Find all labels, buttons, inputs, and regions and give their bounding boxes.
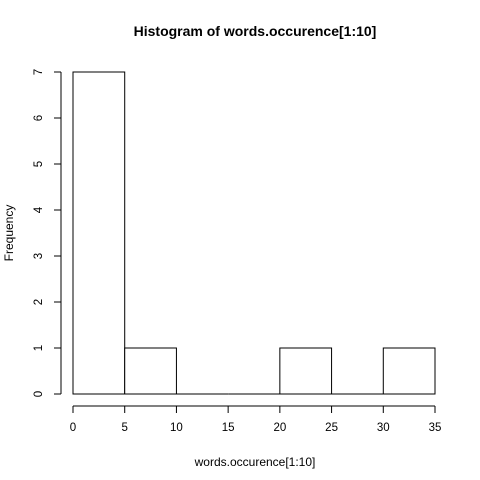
x-tick-label: 15	[222, 422, 235, 434]
histogram-bar	[72, 71, 126, 395]
y-tick-label: 2	[33, 299, 45, 305]
x-tick-label: 0	[70, 422, 76, 434]
y-tick-label: 1	[33, 345, 45, 351]
x-tick-label: 30	[377, 422, 390, 434]
y-axis-label: Frequency	[2, 205, 16, 262]
bars-group	[72, 71, 436, 395]
chart-title: Histogram of words.occurence[1:10]	[134, 23, 377, 39]
histogram-bar	[382, 347, 436, 395]
y-tick-label: 0	[33, 391, 45, 397]
histogram-bar	[124, 347, 177, 395]
x-tick-label: 5	[122, 422, 128, 434]
x-tick-label: 20	[273, 422, 286, 434]
y-tick-label: 4	[33, 206, 45, 213]
y-axis: 0 1 2 3 4 5 6 7	[33, 69, 62, 397]
x-axis: 0 5 10 15 20 25 30 35	[70, 405, 442, 434]
x-tick-label: 35	[429, 422, 442, 434]
x-tick-label: 25	[325, 422, 338, 434]
x-tick-label: 10	[170, 422, 183, 434]
y-tick-label: 5	[33, 161, 45, 167]
y-tick-label: 6	[33, 115, 45, 121]
y-tick-label: 3	[33, 253, 45, 259]
x-axis-label: words.occurence[1:10]	[194, 455, 316, 469]
y-tick-label: 7	[33, 69, 45, 75]
histogram-bar	[279, 347, 333, 395]
